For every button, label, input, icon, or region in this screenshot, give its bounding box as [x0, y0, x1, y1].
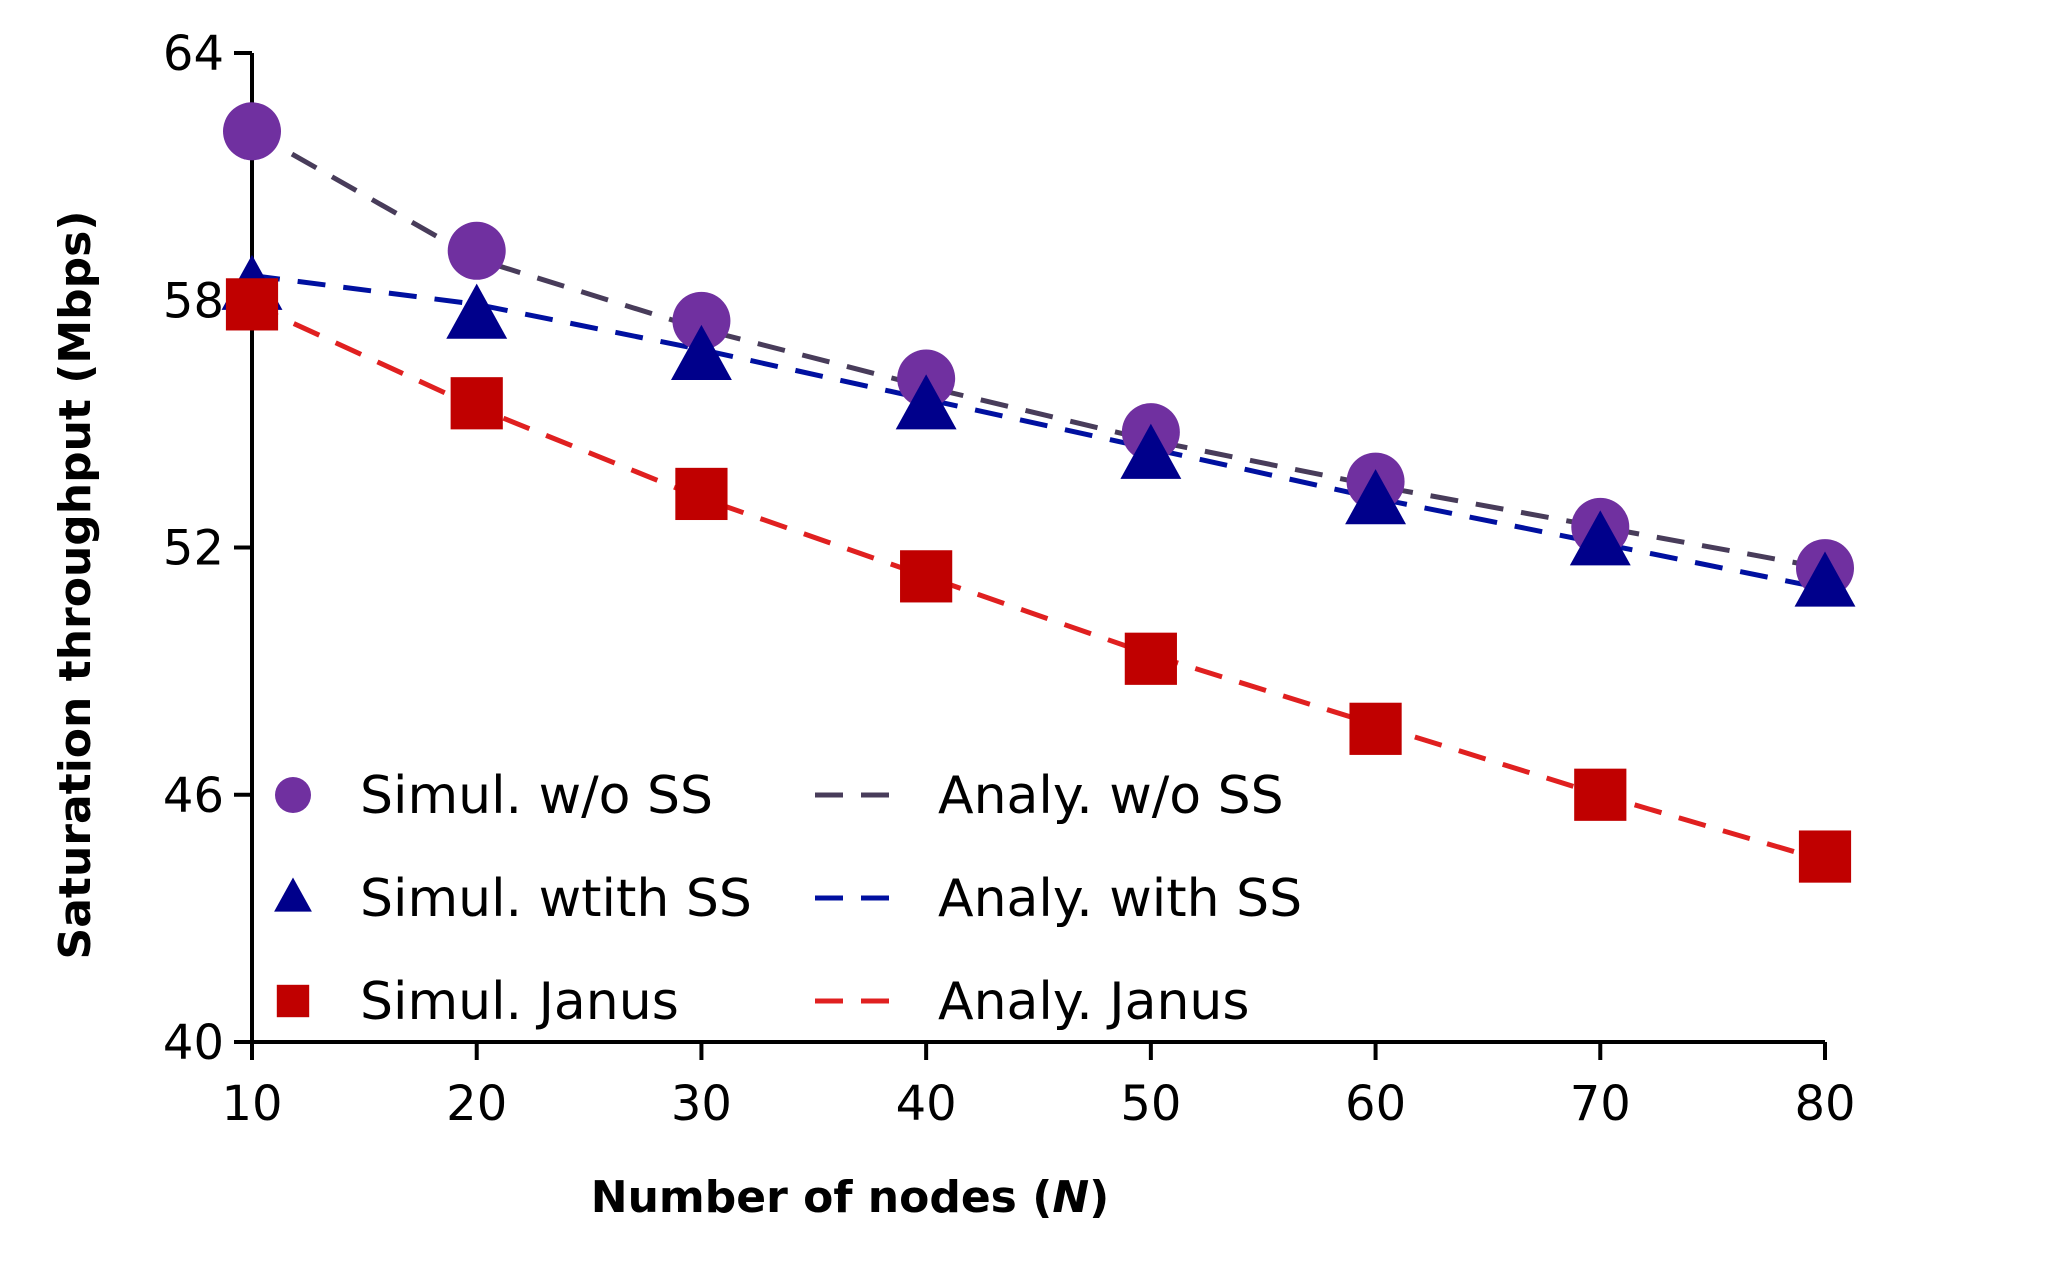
- data-point: [225, 278, 279, 331]
- data-point: [1574, 768, 1627, 821]
- legend: Simul. w/o SS Simul. wtith SS Simul. Janus…: [274, 766, 1302, 1032]
- y-tick-label: 64: [163, 26, 224, 82]
- data-point: [672, 291, 731, 350]
- axes: 40 46 52 58 64 10 20 30 40 50 60 70 80: [163, 26, 1856, 1132]
- analytical-lines: [250, 129, 1826, 864]
- x-axis-title-suffix: ): [1089, 1172, 1109, 1223]
- x-axis-title: Number of nodes (N): [591, 1172, 1110, 1223]
- legend-label: Simul. wtith SS: [360, 869, 752, 929]
- y-axis-title: Saturation throughput (Mbps): [50, 211, 101, 960]
- data-point: [895, 374, 957, 430]
- x-tick-label: 10: [221, 1076, 282, 1132]
- legend-marker: [275, 777, 311, 813]
- series-line: [250, 129, 1826, 571]
- y-tick-label: 58: [163, 273, 224, 329]
- legend-label: Simul. Janus: [360, 972, 679, 1032]
- y-tick-label: 52: [163, 521, 224, 577]
- data-point: [900, 550, 953, 603]
- x-tick-label: 20: [446, 1076, 507, 1132]
- x-tick-label: 40: [896, 1076, 957, 1132]
- legend-label: Analy. w/o SS: [938, 766, 1284, 826]
- simulation-markers: [221, 102, 1856, 883]
- x-tick-label: 70: [1570, 1076, 1631, 1132]
- data-point: [1120, 423, 1182, 479]
- data-point: [446, 283, 508, 339]
- data-point: [450, 377, 503, 430]
- data-point: [1794, 551, 1856, 607]
- legend-label: Simul. w/o SS: [360, 766, 713, 826]
- x-axis-title-text: Number of nodes (: [591, 1172, 1053, 1223]
- data-point: [675, 467, 728, 521]
- x-tick-label: 50: [1120, 1076, 1181, 1132]
- legend-marker: [274, 877, 312, 912]
- legend-marker: [276, 984, 310, 1018]
- data-point: [1798, 830, 1852, 883]
- y-tick-label: 40: [163, 1015, 224, 1071]
- data-point: [670, 324, 732, 380]
- legend-label: Analy. Janus: [938, 972, 1249, 1032]
- legend-label: Analy. with SS: [938, 869, 1302, 929]
- data-point: [1345, 469, 1407, 525]
- series-line: [251, 273, 1826, 592]
- series-line: [250, 302, 1826, 864]
- x-axis-title-variable: N: [1052, 1172, 1089, 1223]
- data-point: [1124, 632, 1177, 685]
- y-tick-label: 46: [163, 768, 224, 824]
- x-tick-label: 80: [1794, 1076, 1855, 1132]
- data-point: [447, 221, 506, 280]
- x-tick-label: 60: [1345, 1076, 1406, 1132]
- data-point: [223, 102, 281, 161]
- data-point: [1349, 702, 1402, 755]
- data-point: [1569, 510, 1631, 566]
- x-tick-label: 30: [671, 1076, 732, 1132]
